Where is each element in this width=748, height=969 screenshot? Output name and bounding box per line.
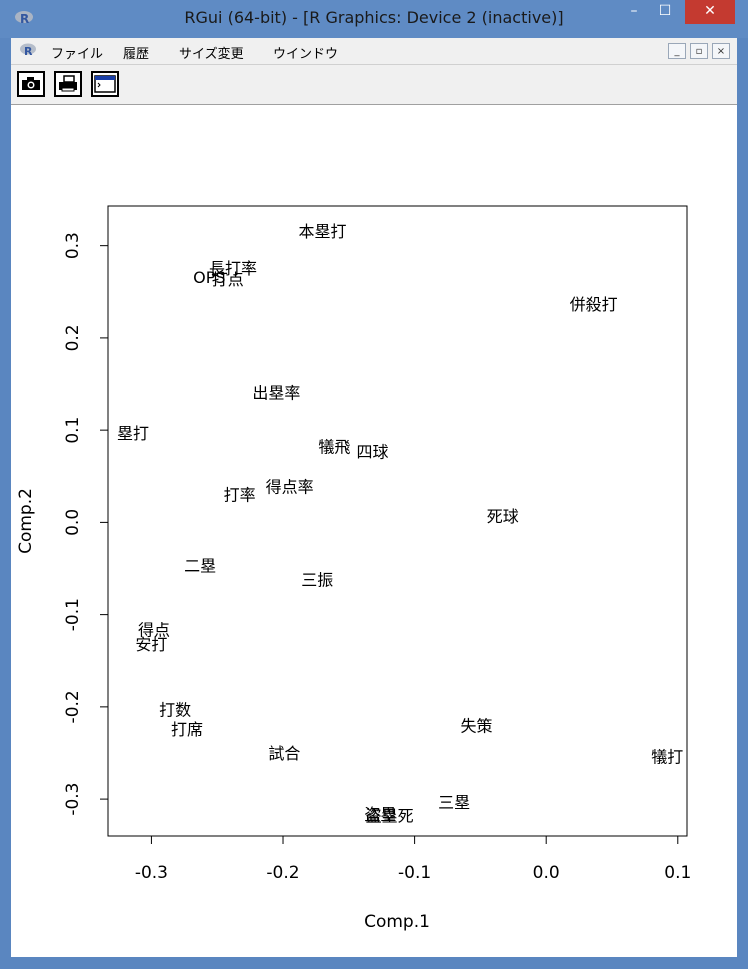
- point-label: 得点: [138, 620, 170, 639]
- point-label: 三振: [301, 571, 333, 590]
- x-tick-label: -0.1: [398, 863, 431, 883]
- x-tick-label: -0.2: [266, 863, 299, 883]
- biplot-chart: -0.3 -0.2 -0.1 0.0 0.1 -0.3 -0.2 -0.1 0.0 0.1 0.2…: [16, 205, 691, 932]
- point-label: 盗塁死: [366, 807, 414, 826]
- print-button[interactable]: [54, 71, 82, 97]
- point-label: 三塁: [438, 793, 470, 812]
- y-tick-label: 0.2: [63, 324, 83, 351]
- mdi-close-button[interactable]: ×: [712, 43, 730, 59]
- title-bar[interactable]: R RGui (64-bit) - [R Graphics: Device 2 …: [0, 0, 748, 38]
- point-label: 出塁率: [252, 383, 300, 402]
- point-label: 失策: [460, 716, 492, 735]
- menu-resize[interactable]: サイズ変更: [179, 47, 244, 62]
- point-label: 本塁打: [298, 222, 346, 241]
- y-tick-label: -0.3: [63, 783, 83, 816]
- mdi-restore-button[interactable]: ▫: [690, 43, 708, 59]
- y-tick-label: 0.0: [63, 509, 83, 536]
- menu-bar: R ファイル 履歴 サイズ変更 ウインドウ _ ▫ ×: [11, 38, 737, 65]
- point-label: 犠打: [651, 748, 683, 767]
- menu-file[interactable]: ファイル: [51, 47, 104, 62]
- point-label: OPS: [193, 268, 225, 287]
- point-label: 犠飛: [318, 438, 350, 457]
- window-bottom-border: [0, 957, 748, 969]
- window-title: RGui (64-bit) - [R Graphics: Device 2 (i…: [184, 8, 564, 27]
- copy-metafile-button[interactable]: [17, 71, 45, 97]
- point-label: 試合: [268, 744, 300, 763]
- r-logo-icon: R: [20, 43, 36, 58]
- close-button[interactable]: ✕: [685, 0, 735, 24]
- r-app-icon: R: [15, 11, 33, 26]
- svg-text:R: R: [24, 45, 33, 58]
- point-label: 死球: [487, 507, 519, 526]
- y-axis-label: Comp.2: [16, 488, 36, 554]
- x-axis: -0.3 -0.2 -0.1 0.0 0.1: [135, 835, 691, 883]
- x-tick-label: 0.0: [533, 863, 560, 883]
- point-label: 併殺打: [570, 295, 618, 314]
- point-label: 打数: [159, 701, 191, 720]
- point-label: 四球: [356, 442, 388, 461]
- x-tick-label: 0.1: [664, 863, 691, 883]
- console-button[interactable]: [91, 71, 119, 97]
- x-axis-label: Comp.1: [364, 912, 430, 932]
- camera-icon: [22, 77, 40, 90]
- y-tick-label: -0.1: [63, 598, 83, 631]
- point-label: 打席: [171, 720, 203, 739]
- svg-text:R: R: [20, 12, 29, 26]
- point-label: 塁打: [117, 424, 149, 443]
- y-tick-label: 0.3: [63, 232, 83, 259]
- mdi-minimize-button[interactable]: _: [668, 43, 686, 59]
- point-label: 得点率: [266, 477, 314, 496]
- minimize-button[interactable]: –: [630, 3, 638, 19]
- menu-window[interactable]: ウインドウ: [273, 47, 339, 62]
- point-label: 打率: [224, 486, 256, 505]
- x-tick-label: -0.3: [135, 863, 168, 883]
- y-tick-label: -0.2: [63, 690, 83, 723]
- point-label: 盗塁: [364, 805, 396, 824]
- printer-icon: [59, 75, 77, 92]
- graphics-device-canvas: -0.3 -0.2 -0.1 0.0 0.1 -0.3 -0.2 -0.1 0.0 0.1 0.2…: [11, 105, 737, 957]
- y-axis: -0.3 -0.2 -0.1 0.0 0.1 0.2 0.3: [63, 232, 109, 816]
- toolbar: [11, 65, 737, 105]
- console-window-icon: [94, 75, 116, 93]
- point-label: 安打: [135, 635, 167, 654]
- y-tick-label: 0.1: [63, 417, 83, 444]
- menu-history[interactable]: 履歴: [123, 47, 150, 62]
- point-label: 二塁: [184, 557, 216, 576]
- point-label: 打点: [212, 270, 244, 289]
- point-label: 長打率: [209, 259, 257, 278]
- maximize-button[interactable]: ☐: [658, 3, 672, 19]
